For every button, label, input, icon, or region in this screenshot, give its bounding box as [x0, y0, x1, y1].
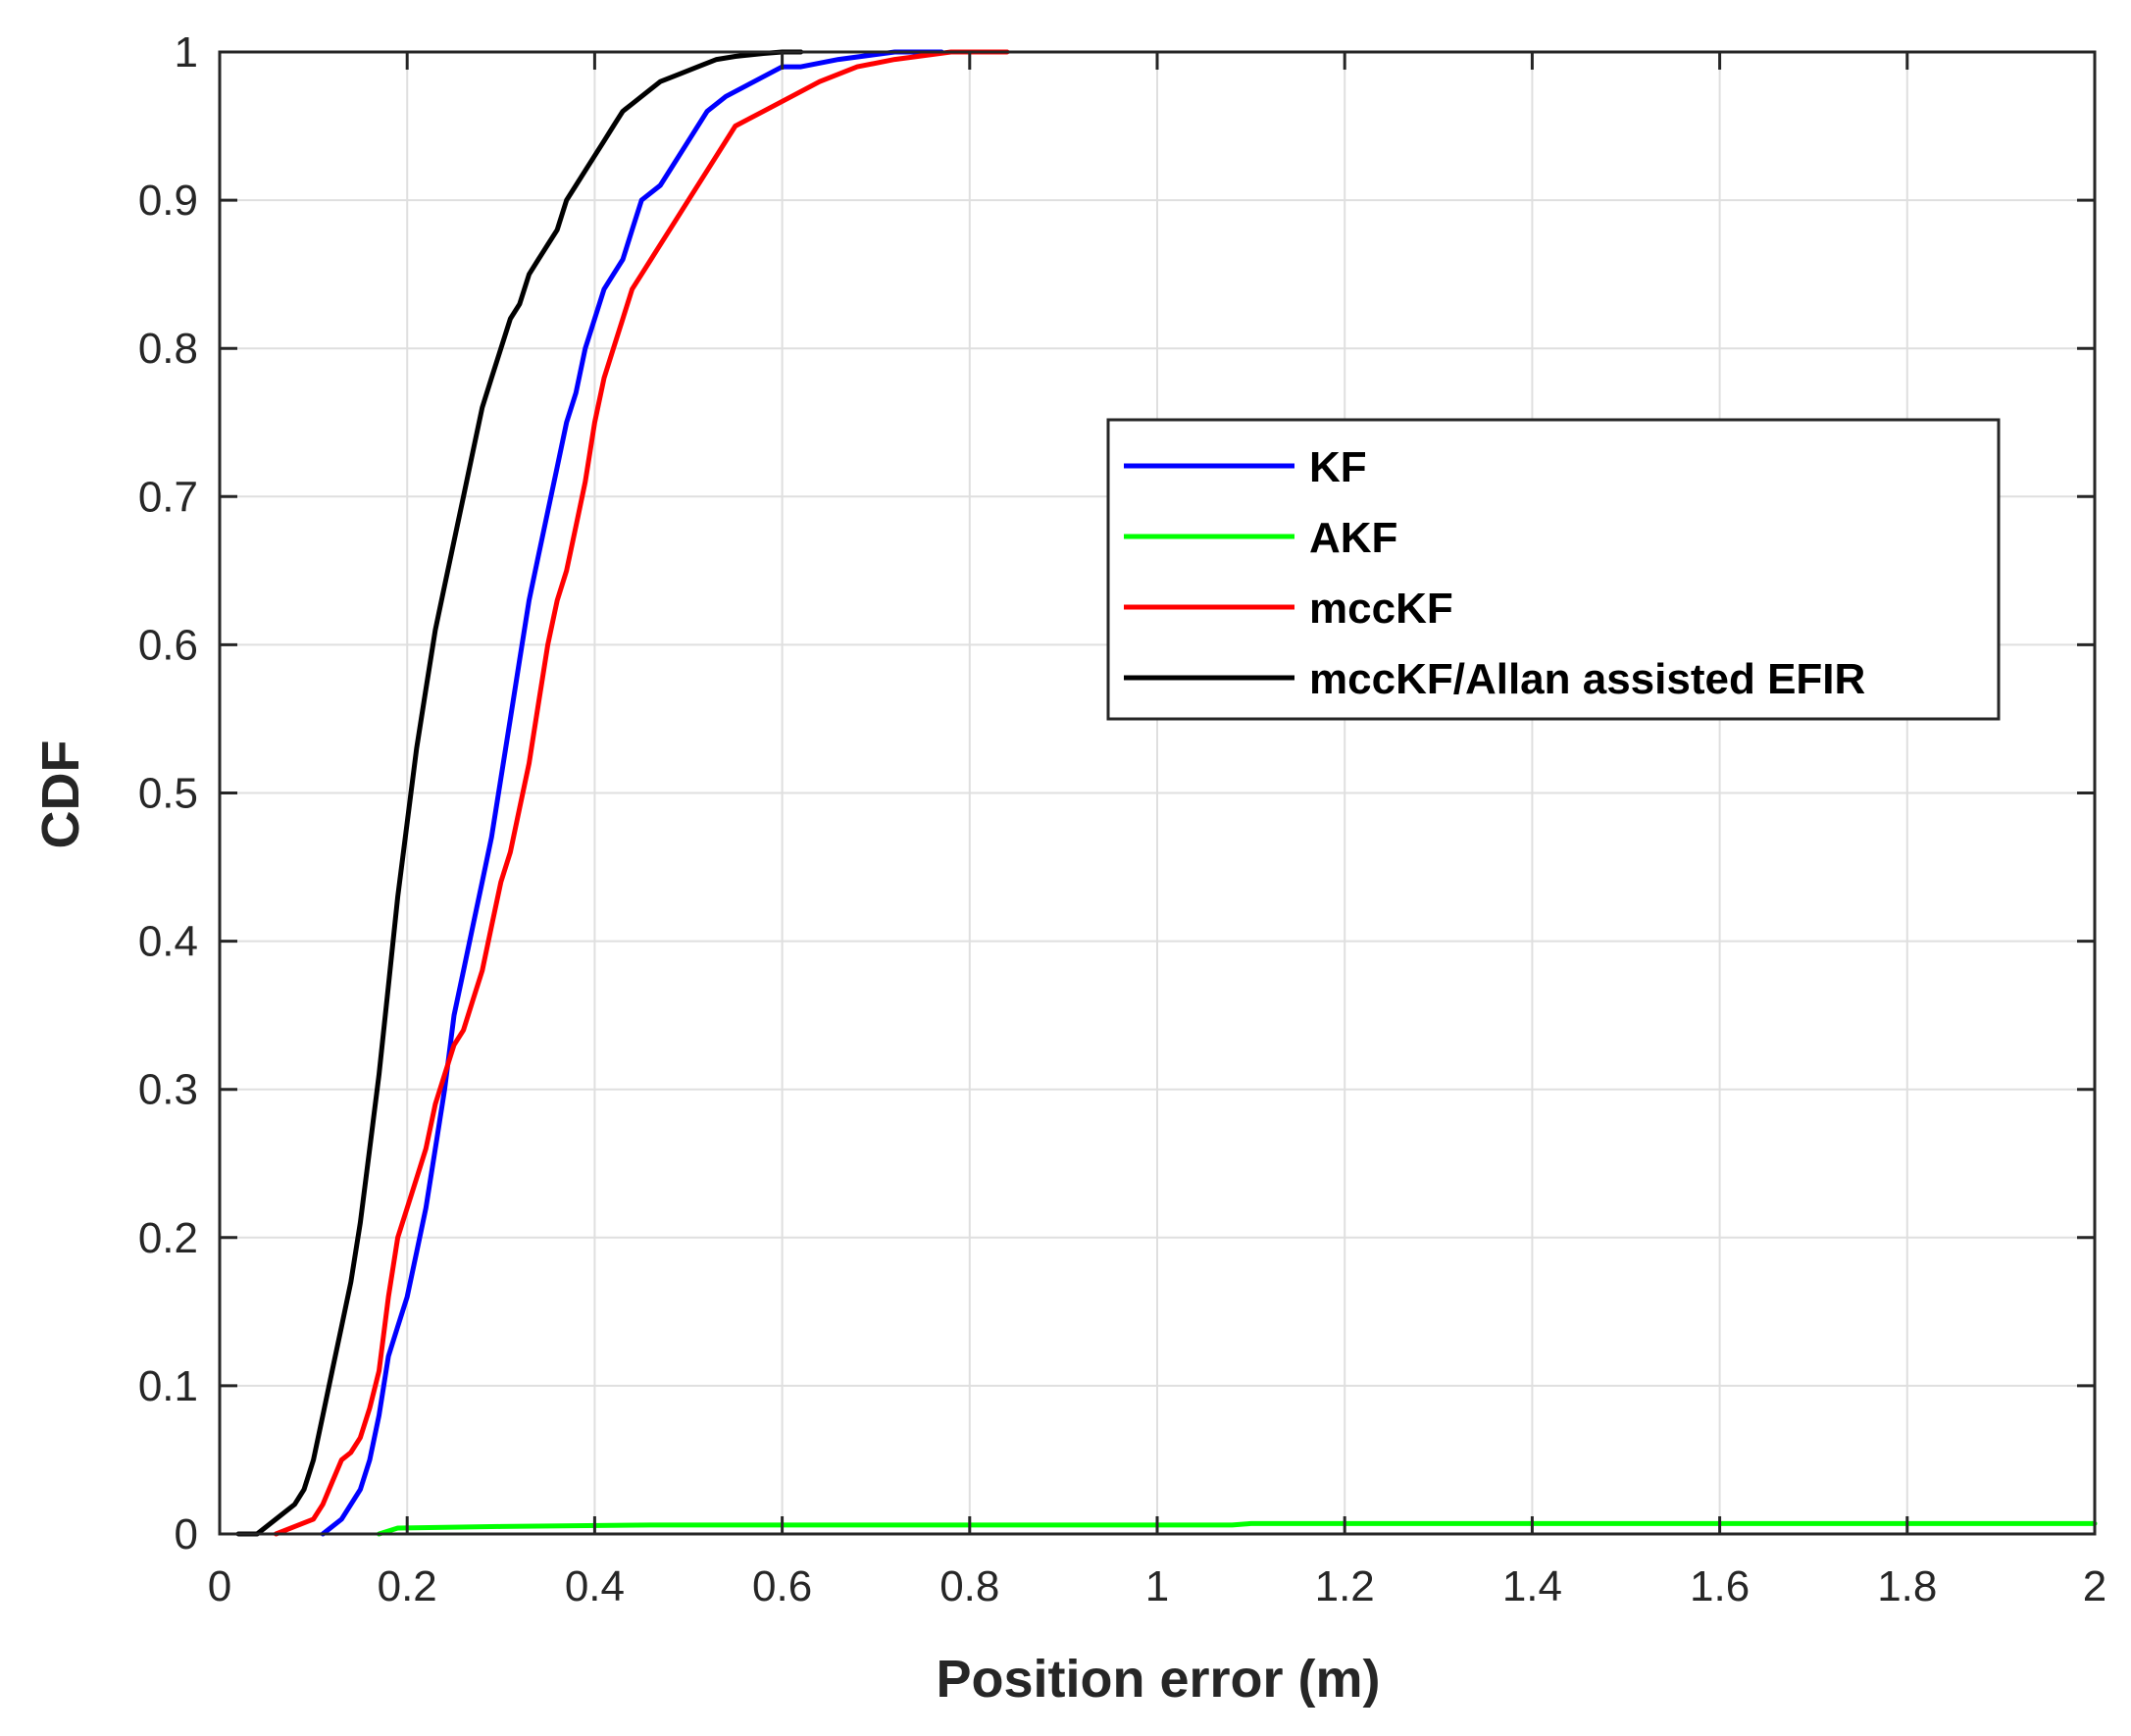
- y-tick-label: 0.5: [138, 770, 198, 818]
- x-tick-label: 1.8: [1877, 1562, 1937, 1610]
- series-line-0: [320, 49, 944, 1537]
- y-tick-labels: 0 0.1 0.2 0.3 0.4 0.5 0.6 0.7 0.8 0.9 1: [138, 28, 198, 1558]
- x-tick-label: 1.2: [1315, 1562, 1375, 1610]
- series-line-3: [235, 49, 804, 1537]
- y-tick-label: 0.3: [138, 1066, 198, 1114]
- x-tick-label: 0.4: [565, 1562, 625, 1610]
- y-tick-label: 0.1: [138, 1362, 198, 1410]
- legend: KF AKF mccKF mccKF/Allan assisted EFIR: [1106, 418, 2001, 721]
- legend-label-2: mccKF: [1309, 585, 1453, 633]
- y-tick-label: 0: [175, 1510, 198, 1558]
- x-tick-label: 0.6: [752, 1562, 812, 1610]
- y-tick-label: 0.6: [138, 621, 198, 669]
- y-tick-label: 0.2: [138, 1214, 198, 1262]
- x-tick-label: 0.8: [939, 1562, 999, 1610]
- y-tick-label: 0.7: [138, 473, 198, 521]
- x-tick-label: 1.4: [1502, 1562, 1562, 1610]
- x-tick-label: 0.2: [378, 1562, 437, 1610]
- x-axis-label: Position error (m): [936, 1650, 1380, 1709]
- y-tick-label: 0.9: [138, 177, 198, 225]
- legend-label-1: AKF: [1309, 514, 1397, 562]
- legend-label-3: mccKF/Allan assisted EFIR: [1309, 655, 1865, 703]
- series-line-2: [273, 49, 1010, 1537]
- axis-ticks: [218, 50, 2097, 1536]
- y-tick-label: 0.8: [138, 325, 198, 373]
- y-tick-label: 1: [175, 28, 198, 77]
- x-tick-label: 1: [1145, 1562, 1169, 1610]
- x-tick-label: 2: [2083, 1562, 2106, 1610]
- y-axis-label: CDF: [31, 740, 90, 849]
- x-tick-labels: 0 0.2 0.4 0.6 0.8 1 1.2 1.4 1.6 1.8 2: [208, 1562, 2106, 1610]
- legend-box: [1106, 418, 2001, 721]
- y-tick-label: 0.4: [138, 918, 198, 966]
- legend-label-0: KF: [1309, 443, 1367, 491]
- x-tick-label: 0: [208, 1562, 231, 1610]
- x-tick-label: 1.6: [1690, 1562, 1750, 1610]
